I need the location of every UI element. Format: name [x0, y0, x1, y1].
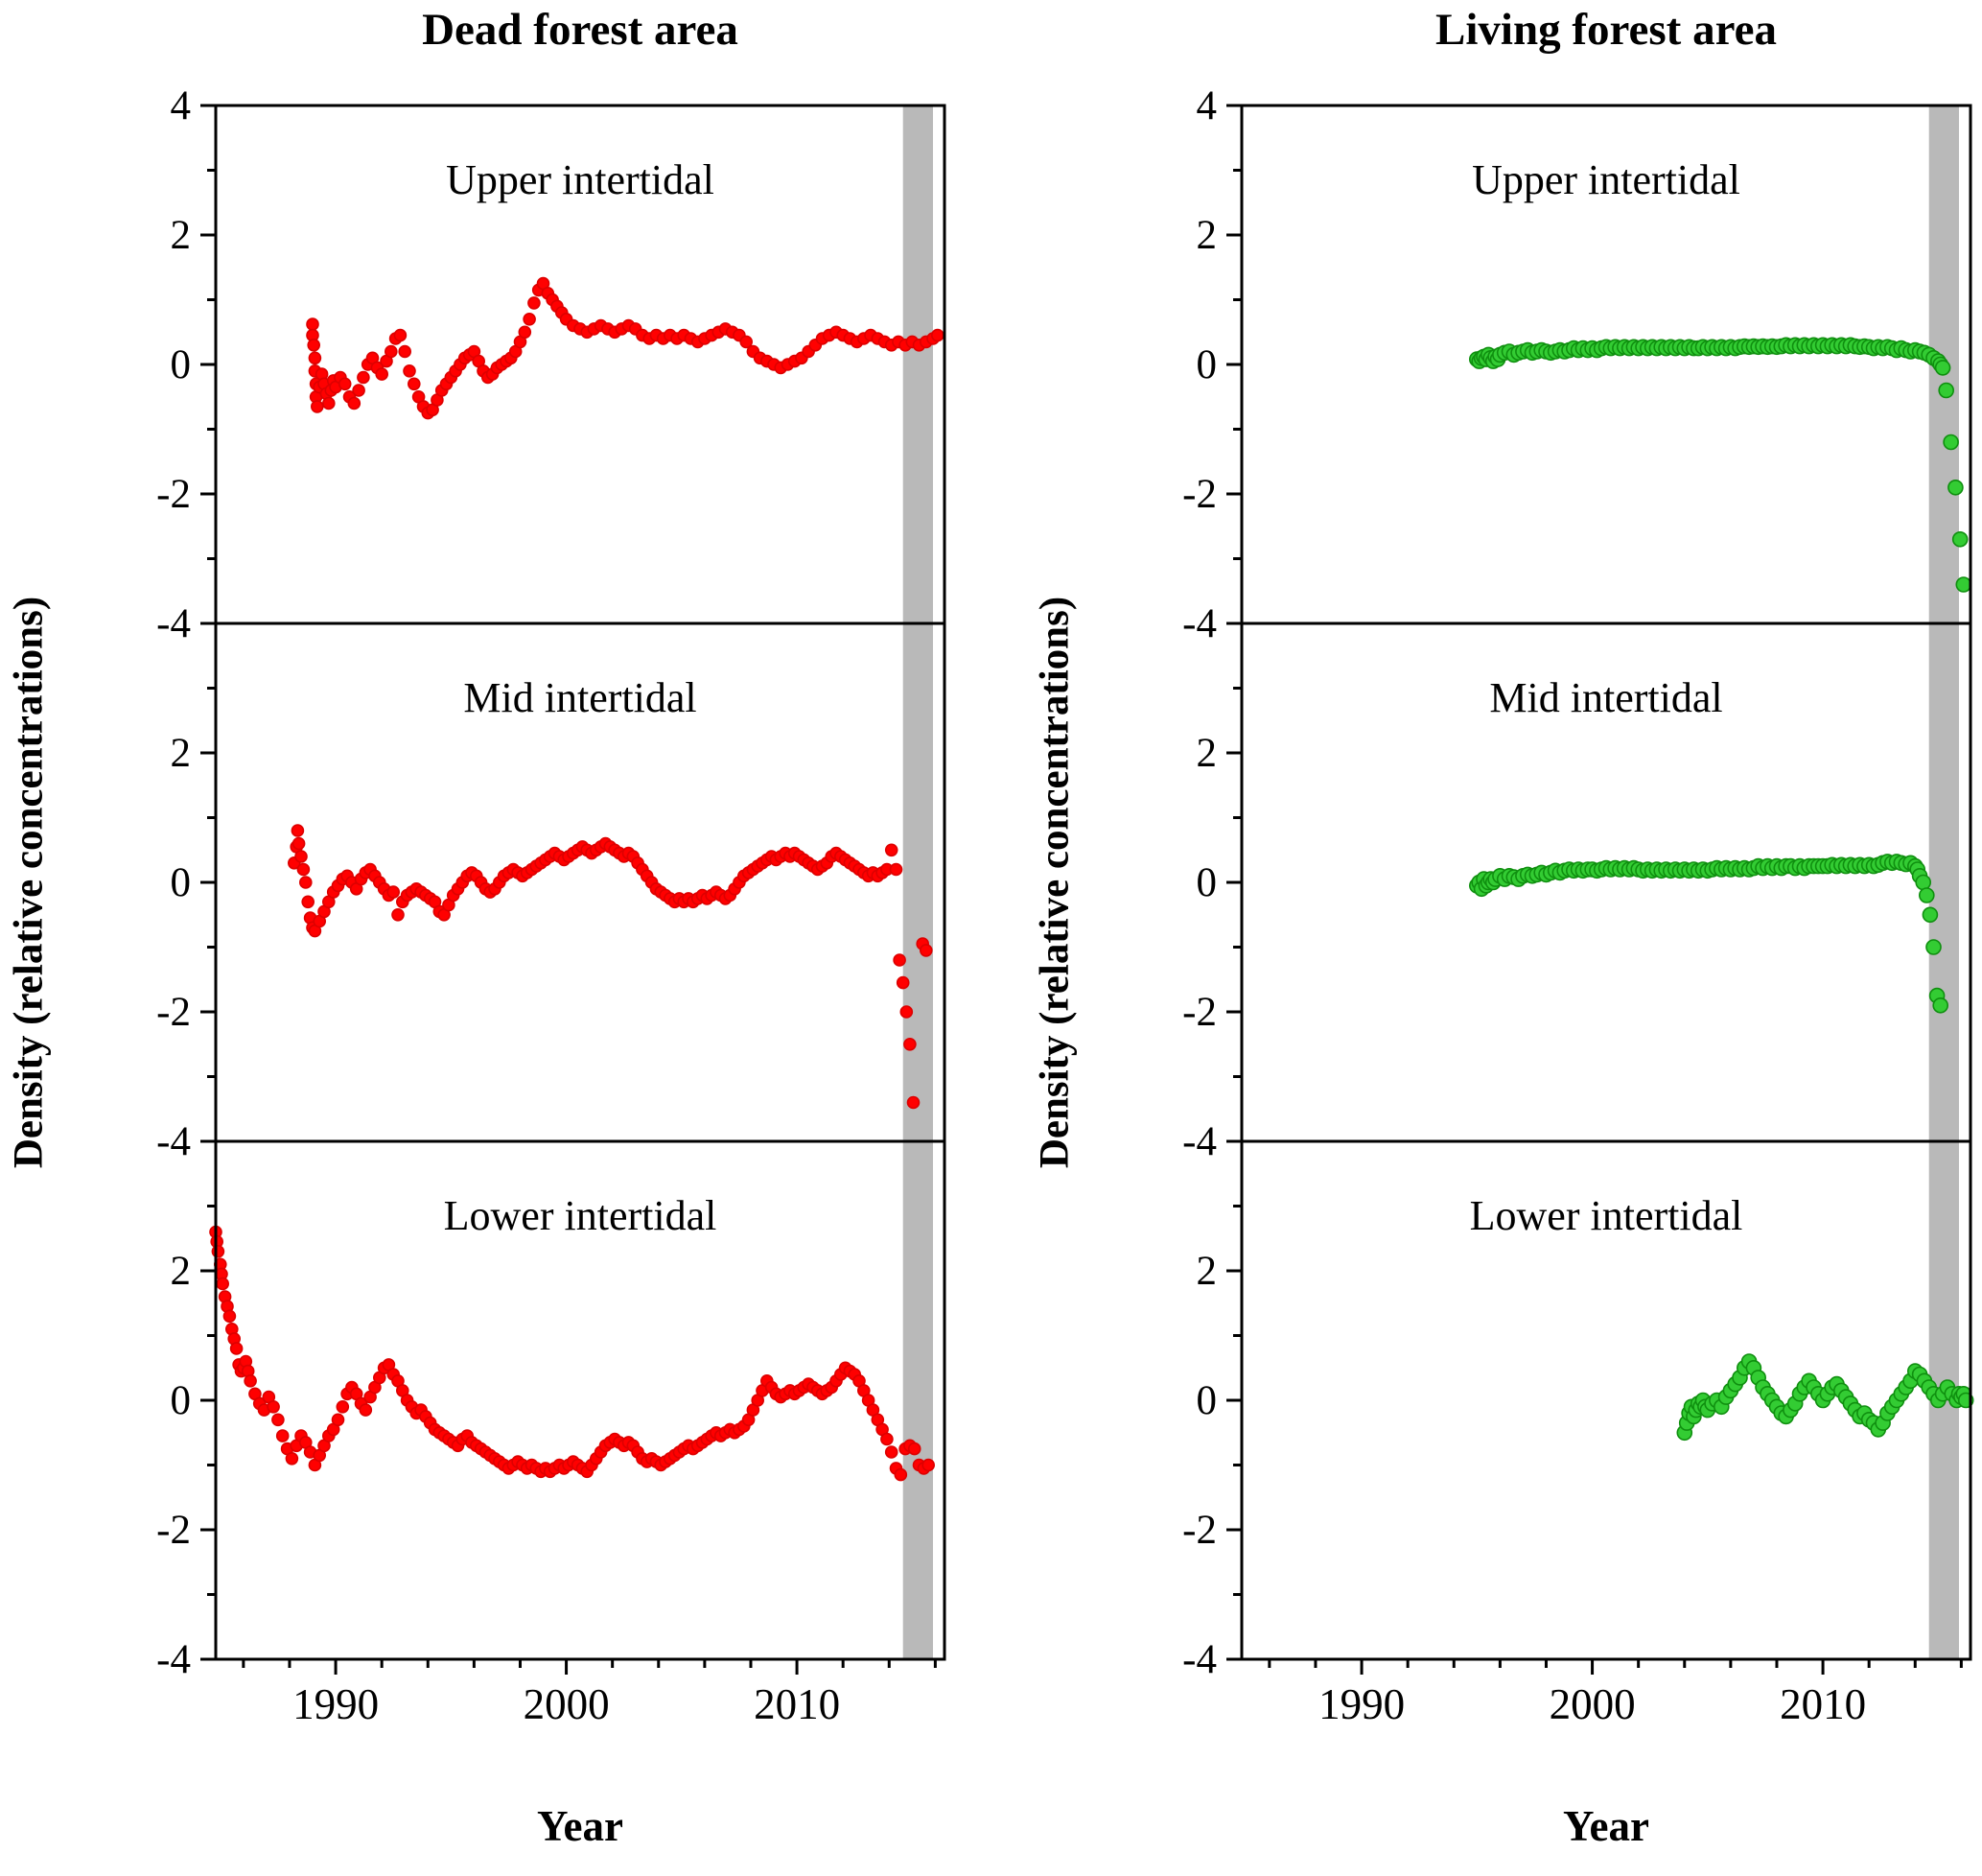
y-tick-label: 0 [1197, 342, 1218, 387]
y-tick-label: 0 [171, 342, 192, 387]
panel-lower-intertidal: 2 0 -2 -4 Lower intertidal 1990 2000 2010 [1182, 1139, 1974, 1728]
panel-title: Upper intertidal [446, 156, 714, 203]
panel-title: Lower intertidal [1470, 1192, 1743, 1239]
x-tick-label: 1990 [292, 1680, 379, 1728]
y-tick-label: 2 [171, 213, 192, 258]
panel-mid-intertidal: 2 0 -2 -4 Mid intertidal [1182, 621, 1972, 1164]
y-tick-label: -2 [156, 1508, 191, 1553]
y-tick-label: -4 [1182, 1119, 1217, 1164]
x-axis-label-right: Year [1563, 1802, 1649, 1850]
y-tick-label: 0 [171, 860, 192, 905]
y-tick-label: 4 [171, 83, 192, 129]
y-tick-label: -4 [1182, 601, 1217, 646]
y-tick-label: -2 [156, 472, 191, 517]
y-tick-label: -2 [1182, 990, 1217, 1035]
living-forest-title: Living forest area [1435, 5, 1777, 55]
x-tick-label: 2010 [754, 1680, 840, 1728]
dead-forest-title: Dead forest area [422, 5, 738, 55]
y-tick-label: -2 [1182, 1508, 1217, 1553]
panel-title: Mid intertidal [1489, 674, 1722, 721]
highlight-band [902, 623, 933, 1141]
y-tick-label: 4 [1197, 83, 1218, 129]
y-tick-label: -4 [156, 1637, 191, 1682]
x-tick-label: 2010 [1780, 1680, 1866, 1728]
y-tick-label: 2 [1197, 1249, 1218, 1294]
y-tick-label: 0 [1197, 1378, 1218, 1423]
y-tick-label: -2 [156, 990, 191, 1035]
panel-mid-intertidal: 2 0 -2 -4 Mid intertidal [156, 621, 946, 1164]
x-tick-label: 2000 [1550, 1680, 1636, 1728]
panel-upper-intertidal: 4 2 0 -2 -4 Upper intertidal [156, 83, 946, 646]
x-axis-label-left: Year [537, 1802, 623, 1850]
y-tick-label: 0 [1197, 860, 1218, 905]
y-tick-label: -4 [1182, 1637, 1217, 1682]
panel-upper-intertidal: 4 2 0 -2 -4 Upper intertidal [1182, 83, 1972, 646]
dead-forest-plots: 4 2 0 -2 -4 Upper intertidal 2 0 -2 -4 Mid interti… [156, 83, 946, 1728]
panel-title: Mid intertidal [463, 674, 696, 721]
y-tick-label: -4 [156, 601, 191, 646]
living-forest-plots: 4 2 0 -2 -4 Upper intertidal 2 0 -2 -4 Mid interti… [1182, 83, 1974, 1728]
y-tick-label: 2 [171, 1249, 192, 1294]
y-tick-label: 2 [1197, 731, 1218, 776]
highlight-band [902, 106, 933, 623]
highlight-band [902, 1141, 933, 1659]
y-tick-label: 0 [171, 1378, 192, 1423]
y-tick-label: 2 [1197, 213, 1218, 258]
panel-title: Upper intertidal [1472, 156, 1740, 203]
highlight-band [1928, 623, 1959, 1141]
y-tick-label: -2 [1182, 472, 1217, 517]
x-tick-label: 1990 [1318, 1680, 1405, 1728]
y-tick-label: 2 [171, 731, 192, 776]
panel-title: Lower intertidal [444, 1192, 717, 1239]
x-tick-label: 2000 [524, 1680, 610, 1728]
panel-lower-intertidal: 2 0 -2 -4 Lower intertidal 1990 2000 2010 [156, 1139, 946, 1728]
y-tick-label: -4 [156, 1119, 191, 1164]
